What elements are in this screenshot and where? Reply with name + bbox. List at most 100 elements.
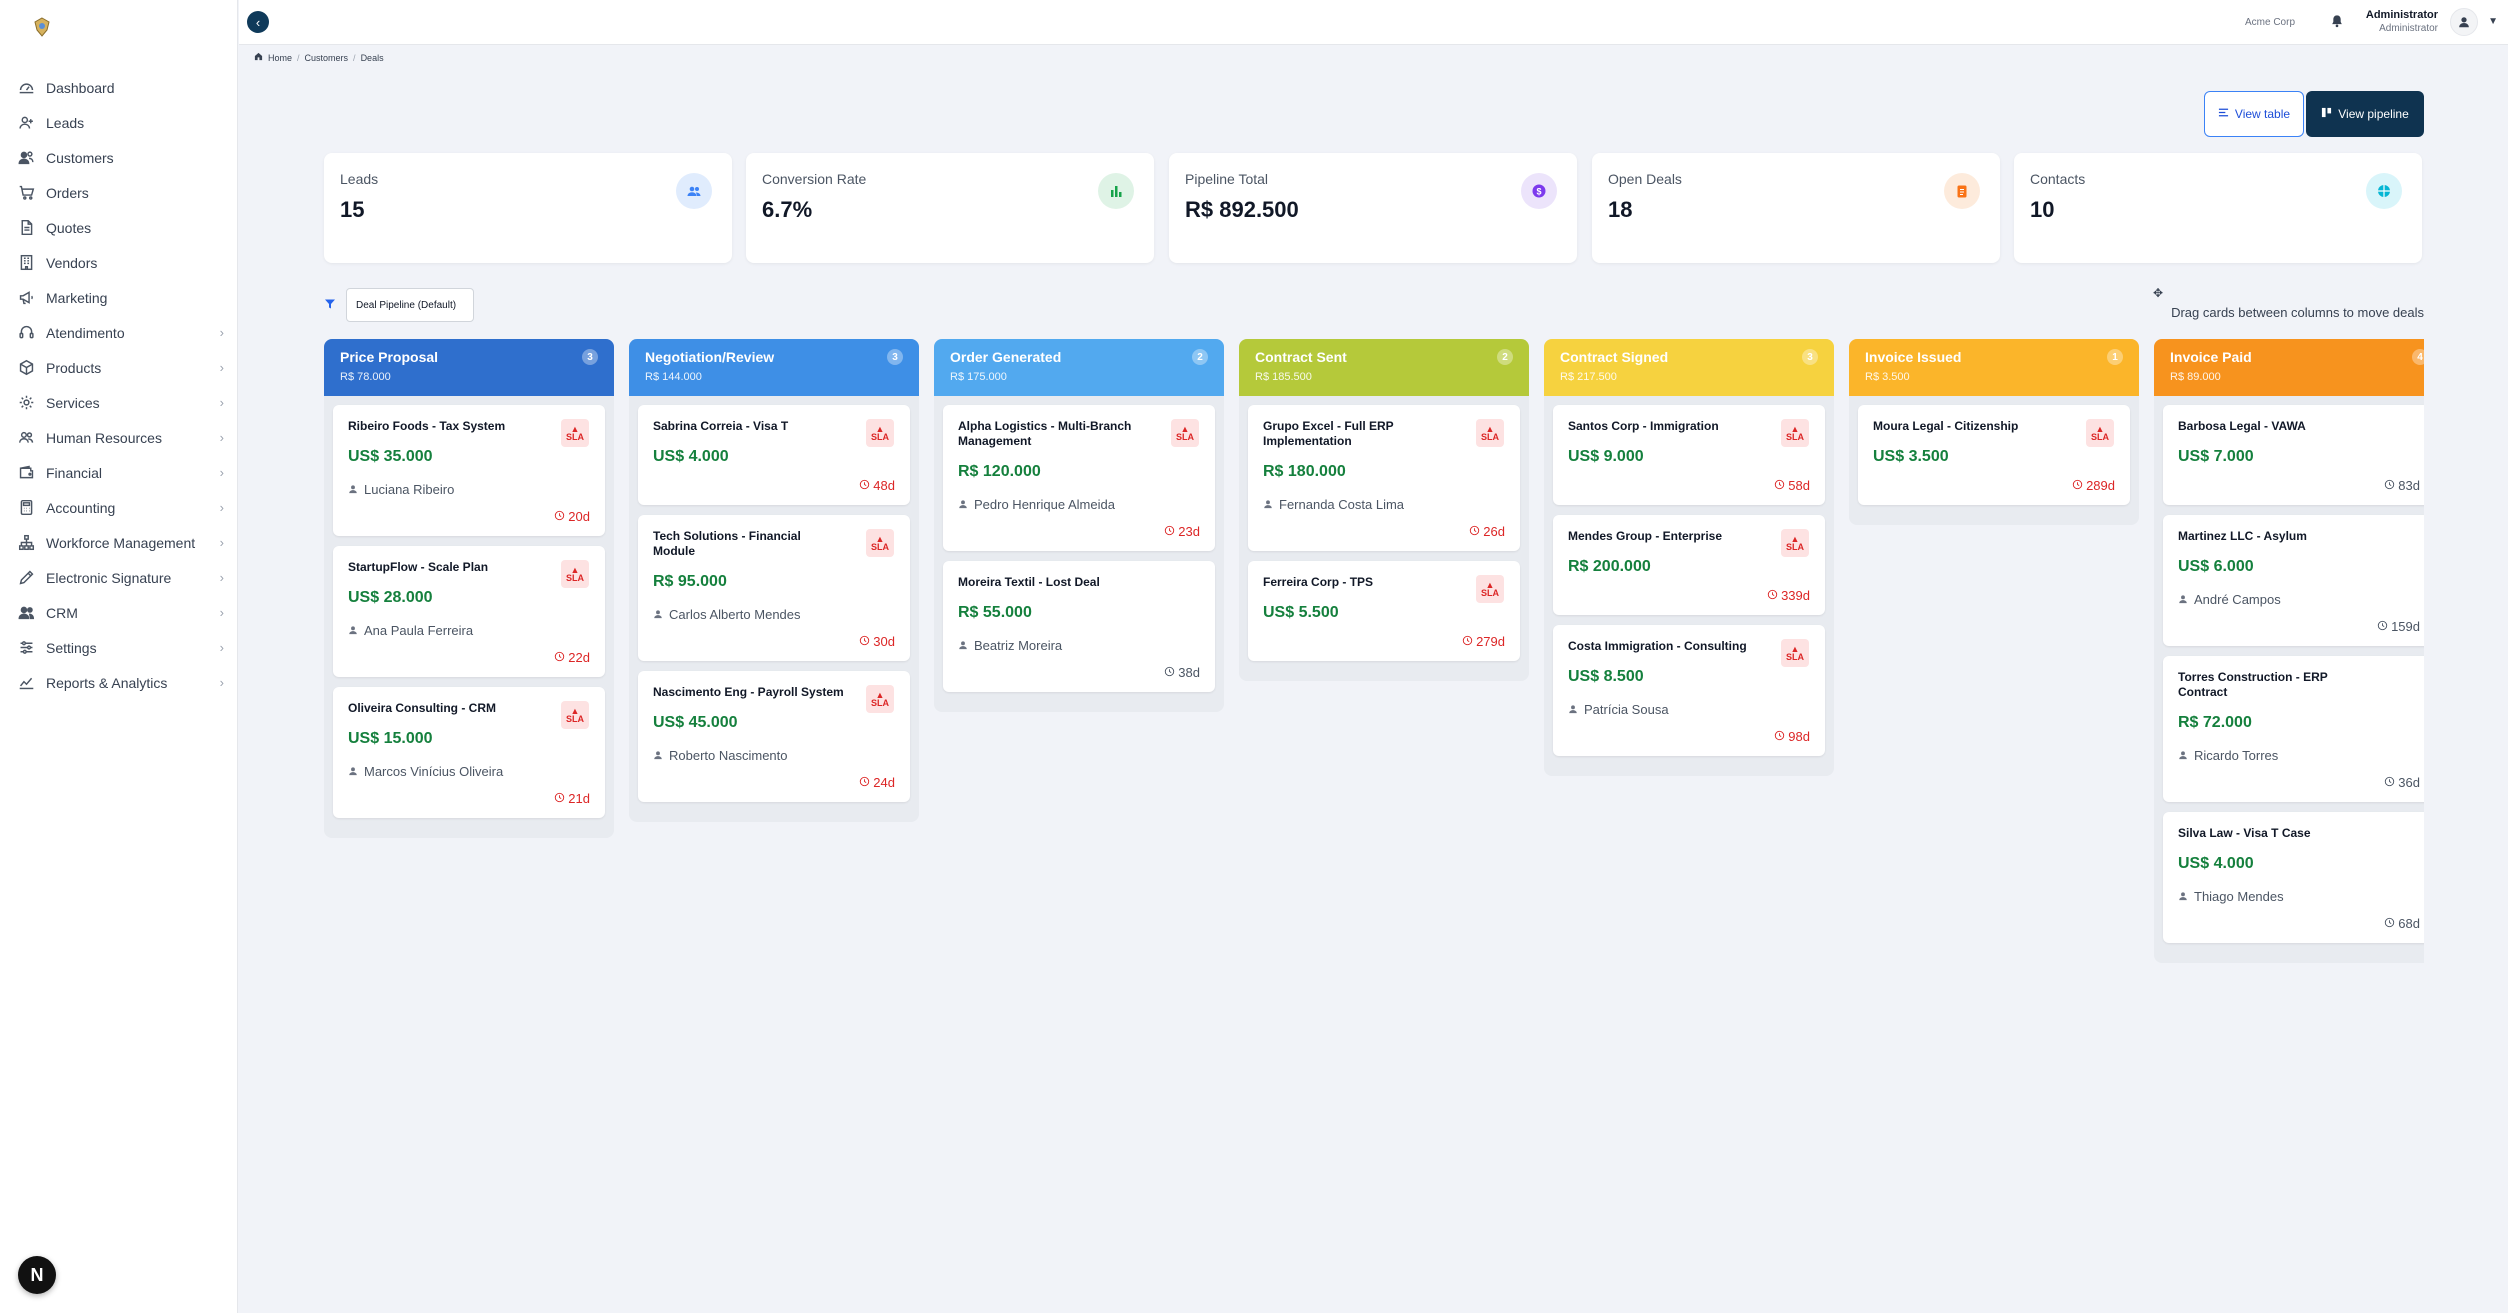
stat-card-open-deals: Open Deals 18 [1592,153,2000,263]
view-pipeline-button[interactable]: View pipeline [2306,91,2424,137]
sidebar-item-workforce-management[interactable]: Workforce Management › [16,525,224,560]
sidebar-item-dashboard[interactable]: Dashboard [16,70,224,105]
deal-age: 279d [1263,634,1505,649]
sidebar-item-atendimento[interactable]: Atendimento › [16,315,224,350]
deal-title: Alpha Logistics - Multi-Branch Managemen… [958,419,1132,448]
cart-icon [16,183,36,203]
deal-contact: Luciana Ribeiro [348,482,590,497]
deal-amount: R$ 95.000 [653,573,727,590]
company-name[interactable]: Acme Corp [2244,17,2295,28]
person-icon [2178,748,2188,763]
deal-card[interactable]: Grupo Excel - Full ERP Implementation ▲ SL… [1248,405,1520,551]
collapse-sidebar-button[interactable]: ‹ [247,11,269,33]
deal-age: 98d [1568,729,1810,744]
deal-contact: Fernanda Costa Lima [1263,497,1505,512]
chevron-right-icon: › [219,360,224,375]
deal-contact-name: Pedro Henrique Almeida [974,497,1115,512]
list-icon [2218,107,2229,121]
deal-age-value: 159d [2391,619,2420,634]
deal-card[interactable]: Oliveira Consulting - CRM ▲ SLA US$ 15.000 M… [333,687,605,818]
deal-amount: US$ 3.500 [1873,448,1949,465]
deal-card[interactable]: Barbosa Legal - VAWA US$ 7.000 83d [2163,405,2424,505]
stat-label: Conversion Rate [762,171,867,187]
avatar[interactable] [2450,8,2478,36]
deal-title: Oliveira Consulting - CRM [348,701,497,715]
deal-card[interactable]: Ferreira Corp - TPS ▲ SLA US$ 5.500 279d [1248,561,1520,661]
sidebar-item-customers[interactable]: Customers [16,140,224,175]
deal-card[interactable]: Costa Immigration - Consulting ▲ SLA US$ 8.… [1553,625,1825,756]
chevron-right-icon: › [219,535,224,550]
column-total: R$ 144.000 [645,371,702,383]
deal-card[interactable]: StartupFlow - Scale Plan ▲ SLA US$ 28.000 An… [333,546,605,677]
column-count-badge: 1 [2107,349,2123,365]
people-icon [16,428,36,448]
deal-card[interactable]: Martinez LLC - Asylum US$ 6.000 André Camp… [2163,515,2424,646]
deal-amount: US$ 35.000 [348,448,433,465]
chevron-right-icon: › [219,570,224,585]
deal-card[interactable]: Mendes Group - Enterprise ▲ SLA R$ 200.000 3… [1553,515,1825,615]
view-table-button[interactable]: View table [2204,91,2304,137]
user-name[interactable]: Administrator [2365,9,2438,21]
deal-contact: André Campos [2178,592,2420,607]
document-icon [16,218,36,238]
sidebar-item-financial[interactable]: Financial › [16,455,224,490]
breadcrumb-customers[interactable]: Customers [304,52,349,63]
svg-text:$: $ [1536,187,1541,197]
stat-label: Pipeline Total [1185,171,1269,187]
assistant-button[interactable]: N [18,1256,56,1294]
sidebar-item-leads[interactable]: Leads [16,105,224,140]
sidebar-item-electronic-signature[interactable]: Electronic Signature › [16,560,224,595]
deal-amount: US$ 8.500 [1568,668,1644,685]
logo[interactable] [32,16,52,38]
deal-age: 289d [1873,478,2115,493]
deal-age-value: 36d [2398,775,2420,790]
sidebar-item-vendors[interactable]: Vendors [16,245,224,280]
deal-card[interactable]: Moura Legal - Citizenship ▲ SLA US$ 3.500 28… [1858,405,2130,505]
sidebar-item-crm[interactable]: CRM › [16,595,224,630]
column-header: Contract Signed R$ 217.500 3 [1544,339,1834,396]
deal-title: Moura Legal - Citizenship [1873,419,2019,433]
deal-title: Ribeiro Foods - Tax System [348,419,506,433]
warning-icon: ▲ [1790,644,1800,654]
deal-card[interactable]: Ribeiro Foods - Tax System ▲ SLA US$ 35.000… [333,405,605,536]
bell-icon[interactable] [2330,14,2346,30]
sidebar-item-human-resources[interactable]: Human Resources › [16,420,224,455]
deal-title: Sabrina Correia - Visa T [653,419,789,433]
chevron-right-icon: › [219,395,224,410]
sidebar-item-quotes[interactable]: Quotes [16,210,224,245]
sla-warning-badge: ▲ SLA [1171,419,1199,447]
headset-icon [16,323,36,343]
chevron-down-icon[interactable]: ▼ [2488,16,2498,27]
sliders-icon [16,638,36,658]
sidebar-item-settings[interactable]: Settings › [16,630,224,665]
deal-age: 20d [348,509,590,524]
pipeline-select[interactable]: Deal Pipeline (Default) [346,288,474,322]
deal-card[interactable]: Nascimento Eng - Payroll System ▲ SLA US$ 4… [638,671,910,802]
deal-age: 38d [958,665,1200,680]
deal-card[interactable]: Silva Law - Visa T Case US$ 4.000 Thiago M… [2163,812,2424,943]
deal-amount: US$ 6.000 [2178,558,2254,575]
sidebar-item-products[interactable]: Products › [16,350,224,385]
sidebar-item-marketing[interactable]: Marketing [16,280,224,315]
sidebar-item-orders[interactable]: Orders [16,175,224,210]
deal-age-value: 289d [2086,478,2115,493]
sidebar-item-accounting[interactable]: Accounting › [16,490,224,525]
deal-card[interactable]: Torres Construction - ERP Contract R$ 72.… [2163,656,2424,802]
deal-amount: R$ 200.000 [1568,558,1651,575]
deal-contact-name: Beatriz Moreira [974,638,1063,653]
column-count-badge: 4 [2412,349,2424,365]
clock-icon [1774,478,1785,493]
deal-contact: Carlos Alberto Mendes [653,607,895,622]
deal-card[interactable]: Santos Corp - Immigration ▲ SLA US$ 9.000 58… [1553,405,1825,505]
deal-card[interactable]: Tech Solutions - Financial Module ▲ SLA R$ … [638,515,910,661]
building-icon [16,253,36,273]
deal-card[interactable]: Moreira Textil - Lost Deal R$ 55.000 Beatr… [943,561,1215,692]
deal-card[interactable]: Sabrina Correia - Visa T ▲ SLA US$ 4.000 48d [638,405,910,505]
sidebar-item-services[interactable]: Services › [16,385,224,420]
deal-card[interactable]: Alpha Logistics - Multi-Branch Managemen… [943,405,1215,551]
breadcrumb-home[interactable]: Home [268,52,293,63]
sidebar-item-label: Workforce Management [46,534,196,551]
clock-icon [859,478,870,493]
sidebar-item-reports-analytics[interactable]: Reports & Analytics › [16,665,224,700]
deal-title: Moreira Textil - Lost Deal [958,575,1100,589]
